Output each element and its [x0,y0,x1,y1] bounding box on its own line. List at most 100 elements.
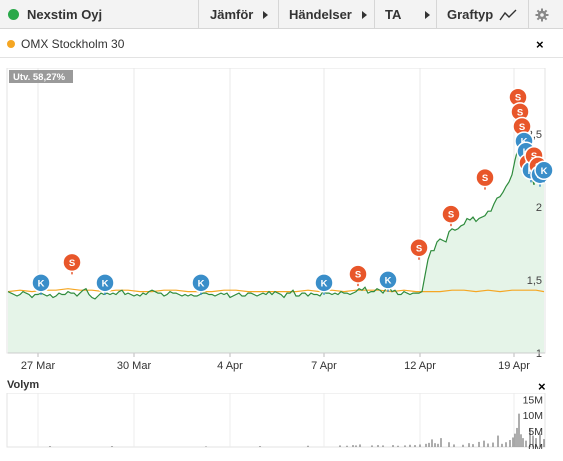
volume-bar [355,445,357,447]
change-badge-bg [9,70,73,83]
event-marker-s[interactable]: S [475,167,495,190]
event-marker-label: K [321,278,328,289]
volume-bar [428,442,430,447]
volume-bar [352,445,354,447]
volume-bar [505,442,507,447]
y-tick-label: 1 [536,348,542,360]
event-marker-s[interactable]: S [508,87,528,110]
change-badge: Utv. 58,27% [13,72,66,83]
volume-bar [409,444,411,447]
volume-bar [478,441,480,447]
event-marker-s[interactable]: S [348,264,368,287]
volume-bar [543,439,545,447]
volume-y-tick-label: 15M [523,394,543,406]
volume-bar [205,446,207,447]
volume-y-tick-label: 5M [528,426,543,438]
volume-bar [529,427,531,447]
volume-bar [472,444,474,447]
y-tick-label: 2 [536,202,542,214]
volume-bar [516,427,518,447]
volume-bar [111,446,113,447]
events-menu-button[interactable]: Händelser [289,0,367,29]
volume-bar [404,445,406,447]
caret-right-icon [263,10,269,19]
event-marker-s[interactable]: S [409,238,429,260]
volume-bar [532,435,534,447]
charttype-label: Graftyp [447,7,494,22]
ta-label: TA [385,7,402,22]
event-marker-label: S [482,173,488,184]
event-marker-label: S [416,243,422,254]
volume-bar [434,443,436,447]
price-chart[interactable]: 11,522,5 KSKKKSKSSSSSSKKSKSSKK 27 Mar30 … [0,68,563,378]
event-marker-k[interactable]: K [31,273,51,295]
index-line [7,288,545,293]
volume-bar [522,438,524,447]
remove-volume-button[interactable]: × [538,379,546,394]
caret-right-icon [361,10,367,19]
x-tick-label: 12 Apr [404,360,436,372]
volume-bar [468,443,470,447]
volume-bar [512,437,514,447]
volume-bar [339,445,341,447]
event-marker-label: K [38,278,45,289]
event-marker-k[interactable]: K [191,273,211,295]
volume-bar [377,445,379,447]
volume-bar [514,433,516,447]
price-area-fill [8,141,544,353]
x-tick-label: 19 Apr [498,360,530,372]
index-color-dot [7,39,15,48]
volume-header: Volym [7,379,40,391]
event-marker-k[interactable]: K [534,160,554,183]
caret-right-icon [425,10,431,19]
settings-button[interactable] [535,0,549,29]
instrument-name: Nexstim Oyj [27,7,103,22]
volume-bar [487,443,489,447]
event-marker-label: S [448,210,454,221]
volume-bar [539,433,541,447]
line-chart-icon [499,9,517,20]
volume-bar [520,434,522,447]
event-marker-k[interactable]: K [378,270,398,292]
compare-menu-button[interactable]: Jämför [210,0,269,29]
volume-bar [414,445,416,447]
event-marker-label: S [519,122,525,133]
volume-bar [509,440,511,447]
volume-bar [49,446,51,447]
event-marker-label: K [198,278,205,289]
event-marker-label: S [355,270,361,281]
volume-bar [448,442,450,447]
volume-bar [525,440,527,447]
event-marker-label: S [517,107,523,118]
volume-bar [535,438,537,447]
volume-y-tick-label: 0M [528,442,543,449]
x-tick-label: 7 Apr [311,360,337,372]
price-line [7,140,545,300]
y-tick-label: 1,5 [527,275,542,287]
event-marker-k[interactable]: K [314,273,334,295]
x-tick-label: 4 Apr [217,360,243,372]
event-marker-s[interactable]: S [441,204,461,227]
volume-bar [501,443,503,447]
volume-bar [307,445,309,447]
volume-bar [359,444,361,447]
instrument-color-dot [8,9,19,20]
event-marker-label: K [385,275,392,286]
event-marker-k[interactable]: K [95,273,115,295]
volume-bar [392,445,394,447]
event-marker-s[interactable]: S [62,252,82,275]
x-tick-label: 27 Mar [21,360,56,372]
instrument-selector[interactable]: Nexstim Oyj [8,0,102,29]
volume-bar [346,445,348,447]
volume-bar [492,442,494,447]
volume-bar [382,445,384,447]
charttype-menu-button[interactable]: Graftyp [447,0,517,29]
ta-menu-button[interactable]: TA [385,0,431,29]
remove-compare-button[interactable]: × [536,37,544,52]
compare-label: Jämför [210,7,254,22]
volume-bar [425,443,427,447]
volume-bar [483,440,485,447]
event-marker-label: K [102,278,109,289]
volume-bar [518,413,520,447]
volume-chart[interactable]: 0M 5M 10M 15M [0,393,563,449]
